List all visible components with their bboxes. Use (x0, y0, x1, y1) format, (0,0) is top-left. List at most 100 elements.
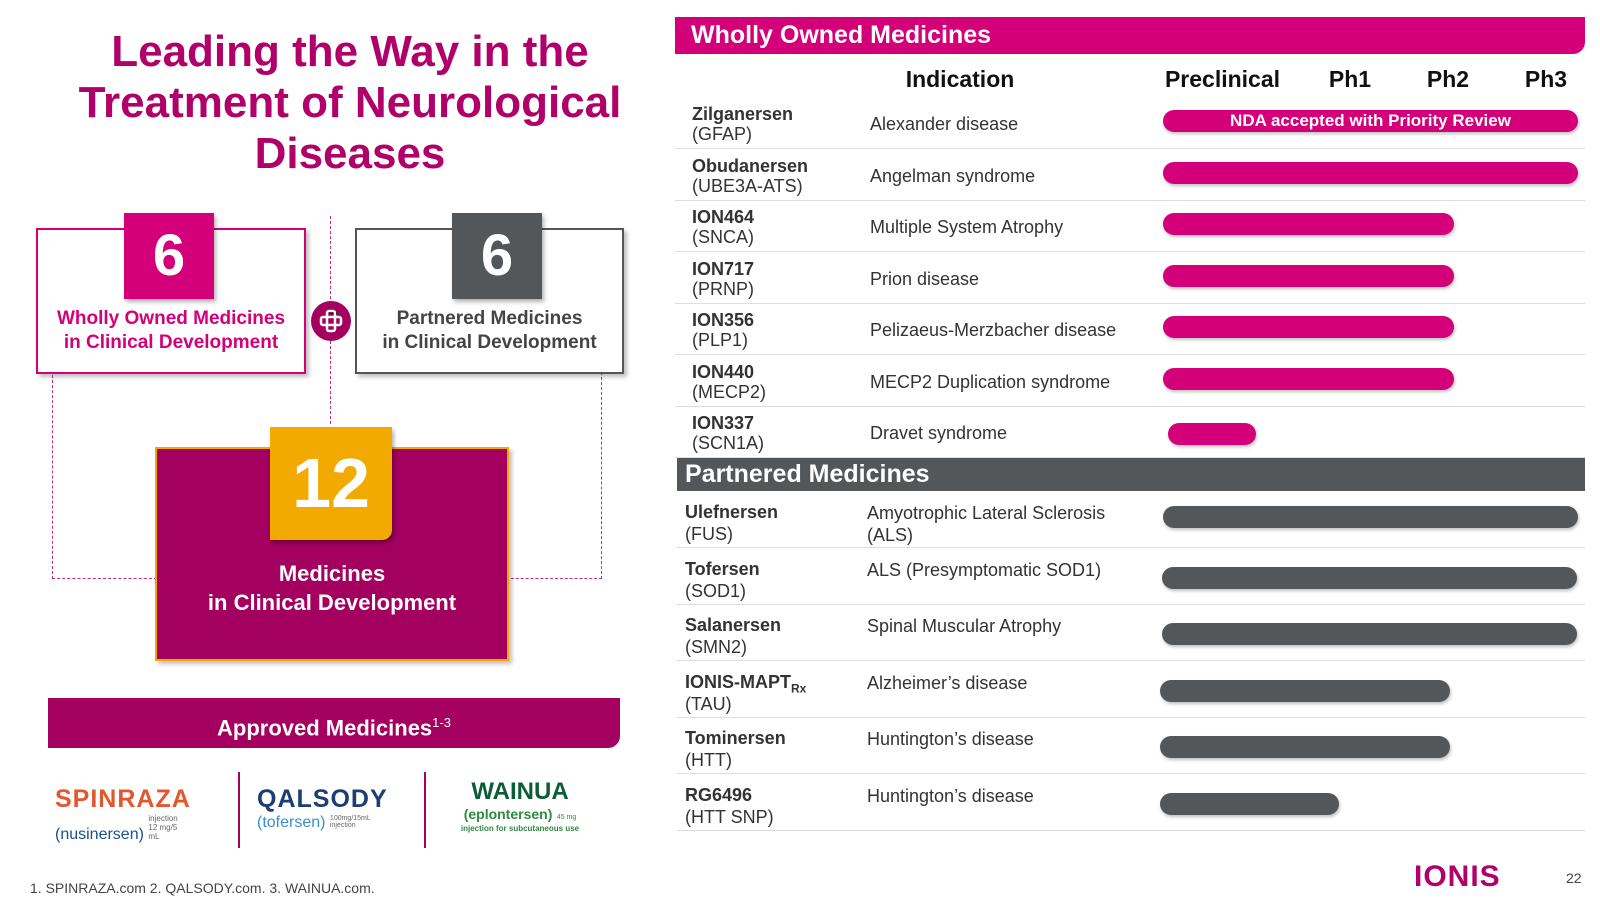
name: Salanersen (685, 615, 782, 635)
phase-bar (1168, 423, 1256, 445)
medicine-name: Obudanersen (692, 155, 809, 176)
medicine-name: ION356 (692, 310, 755, 330)
target: (FUS) (685, 524, 733, 544)
target: (SNCA) (692, 227, 754, 247)
medicine-name: Tominersen (685, 728, 786, 749)
phase-bar (1163, 161, 1578, 184)
target: (TAU) (685, 693, 732, 714)
pipeline-row: Zilganersen (GFAP) Alexander disease NDA ac… (675, 98, 1585, 149)
phase-bar (1160, 679, 1450, 702)
indication: Amyotrophic Lateral Sclerosis (ALS) (867, 503, 1106, 545)
connector (52, 370, 157, 579)
indication: Alzheimer’s disease (867, 672, 1028, 693)
pipeline-row: ION356 (PLP1) Pelizaeus-Merzbacher disease (675, 304, 1585, 355)
medicine-name: RG6496 (685, 785, 752, 806)
product-logo: WAINUA (eplontersen) 45 mg injection for… (440, 778, 600, 833)
product-name: WAINUA (471, 778, 569, 805)
medicine-name: IONIS-MAPTRx (685, 672, 806, 696)
wholly-owned-box: Wholly Owned Medicines in Clinical Develo… (36, 228, 306, 374)
pipeline-row: Obudanersen (UBE3A-ATS) Angelman syndrome (675, 150, 1585, 201)
slide-title: Leading the Way in the Treatment of Neur… (78, 27, 622, 178)
company-logo: IONIS (1414, 860, 1501, 893)
indication: MECP2 Duplication syndrome (870, 371, 1111, 392)
pipeline-row: ION337 (SCN1A) Dravet syndrome (675, 407, 1585, 458)
generic: (eplontersen) (463, 806, 553, 822)
pipeline-row: RG6496 (HTT SNP) Huntington’s disease (677, 775, 1585, 831)
detail: 100mg/15mL injection (329, 815, 371, 829)
medicine-name: Salanersen (685, 615, 781, 636)
detail: injection for subcutaneous use (460, 824, 580, 833)
approved-heading: Approved Medicines1-3 (48, 698, 620, 748)
page-number: 22 (1566, 870, 1582, 886)
divider (238, 772, 240, 848)
dose: 45 mg (556, 814, 577, 821)
phase-bar: NDA accepted with Priority Review (1163, 110, 1578, 132)
label: Wholly Owned Medicines (56, 308, 286, 329)
name: Ulefnersen (685, 502, 779, 522)
column-header: Ph1 (1328, 66, 1372, 92)
medicine-name: Tofersen (685, 559, 760, 580)
target: (PRNP) (692, 278, 754, 299)
column-header: Ph3 (1524, 66, 1568, 92)
pipeline-row: ION440 (MECP2) MECP2 Duplication syndrome (675, 356, 1585, 407)
count: 6 (452, 213, 542, 299)
target: (GFAP) (692, 124, 753, 144)
phase-bar (1162, 623, 1577, 645)
indication: ALS (Presymptomatic SOD1) (867, 559, 1102, 580)
section-header: Wholly Owned Medicines (675, 17, 1585, 54)
connector (506, 372, 602, 579)
subscript: Rx (791, 681, 807, 696)
product-name: QALSODY (257, 785, 388, 813)
phase-bar (1163, 316, 1454, 338)
detail: injection 12 mg/5 mL (148, 814, 178, 841)
plus-icon (311, 301, 351, 341)
indication: Multiple System Atrophy (870, 217, 1064, 237)
product-logo: QALSODY (tofersen) 100mg/15mL injection (257, 785, 417, 832)
target: (SMN2) (685, 637, 747, 657)
count: 6 (124, 213, 214, 299)
indication: Dravet syndrome (870, 423, 1008, 443)
target: (HTT SNP) (685, 806, 774, 827)
phase-bar (1163, 367, 1454, 390)
phase-bar (1160, 736, 1450, 758)
phase-bar (1163, 264, 1454, 287)
target: (MECP2) (692, 381, 767, 402)
medicine-name: Ulefnersen (685, 502, 778, 523)
pipeline-row: Tominersen (HTT) Huntington’s disease (677, 718, 1585, 774)
name: Tominersen (685, 728, 786, 748)
column-header: Preclinical (1164, 66, 1281, 92)
label: Medicines (278, 561, 386, 586)
heading: Approved Medicines (217, 715, 433, 741)
indication: Spinal Muscular Atrophy (867, 616, 1062, 636)
phase-bar (1162, 566, 1577, 589)
pipeline-row: IONIS-MAPTRx (TAU) Alzheimer’s disease (677, 662, 1585, 718)
phase-bar (1163, 506, 1578, 528)
footnote: 1. SPINRAZA.com 2. QALSODY.com. 3. WAINU… (30, 880, 375, 896)
indication: Prion disease (870, 268, 980, 289)
product-name: SPINRAZA (55, 785, 191, 813)
label: Partnered Medicines (396, 308, 583, 329)
section-header: Partnered Medicines (677, 457, 1585, 491)
phase-bar (1160, 792, 1339, 815)
target: (SCN1A) (692, 433, 765, 453)
name: RG6496 (685, 784, 753, 805)
count: 12 (270, 427, 392, 540)
pipeline-row: ION464 (SNCA) Multiple System Atrophy (675, 201, 1585, 252)
superscript: 1-3 (432, 715, 451, 730)
medicine-name: Zilganersen (692, 104, 794, 124)
name: IONIS-MAPT (685, 671, 791, 692)
pipeline-row: ION717 (PRNP) Prion disease (675, 253, 1585, 304)
column-header: Ph2 (1426, 66, 1470, 92)
name: Tofersen (685, 558, 760, 579)
pipeline-row: Ulefnersen (FUS) Amyotrophic Lateral Scler… (677, 492, 1585, 548)
indication: Angelman syndrome (870, 165, 1036, 186)
indication: Alexander disease (870, 114, 1019, 134)
indication: Huntington’s disease (867, 729, 1034, 749)
medicine-name: ION464 (692, 207, 755, 227)
pipeline-row: Tofersen (SOD1) ALS (Presymptomatic SOD1) (677, 549, 1585, 605)
target: (SOD1) (685, 580, 747, 601)
indication: Huntington’s disease (867, 785, 1034, 806)
label: in Clinical Development (63, 332, 279, 353)
medicine-name: ION440 (692, 361, 755, 382)
